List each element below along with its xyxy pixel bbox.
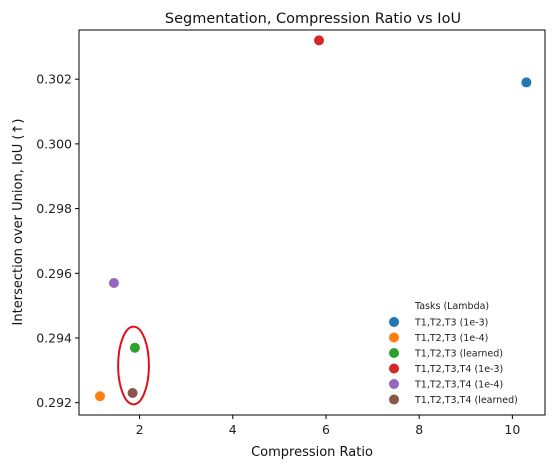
scatter-point <box>314 35 324 45</box>
x-tick-label: 4 <box>229 422 237 437</box>
legend-entry-label: T1,T2,T3,T4 (learned) <box>414 395 518 406</box>
scatter-point <box>109 278 119 288</box>
legend-marker <box>389 379 399 389</box>
legend-entry-label: T1,T2,T3 (1e-4) <box>414 333 488 344</box>
y-tick-label: 0.296 <box>36 266 72 281</box>
scatter-point <box>128 388 138 398</box>
legend-marker <box>389 333 399 343</box>
scatter-point <box>95 391 105 401</box>
legend-entry-label: T1,T2,T3 (1e-3) <box>414 318 488 329</box>
x-axis-label: Compression Ratio <box>251 445 373 460</box>
x-tick-label: 10 <box>504 422 520 437</box>
x-tick-label: 6 <box>322 422 330 437</box>
x-axis-ticks: 2 4 6 8 10 <box>136 415 521 437</box>
x-tick-label: 8 <box>415 422 423 437</box>
y-tick-label: 0.294 <box>36 331 72 346</box>
legend-entry-label: T1,T2,T3,T4 (1e-4) <box>414 380 503 391</box>
legend-title: Tasks (Lambda) <box>414 301 489 312</box>
legend-entry-label: T1,T2,T3 (learned) <box>414 349 503 360</box>
chart-title: Segmentation, Compression Ratio vs IoU <box>165 11 461 27</box>
scatter-point <box>521 77 531 87</box>
x-tick-label: 2 <box>136 422 144 437</box>
y-tick-label: 0.302 <box>36 72 72 87</box>
scatter-point <box>130 343 140 353</box>
y-tick-label: 0.298 <box>36 201 72 216</box>
legend-entry-label: T1,T2,T3,T4 (1e-3) <box>414 364 503 375</box>
legend-marker <box>389 364 399 374</box>
legend-marker <box>389 317 399 327</box>
y-tick-label: 0.300 <box>36 136 72 151</box>
y-axis-ticks: 0.292 0.294 0.296 0.298 0.300 0.302 <box>36 72 79 411</box>
legend-marker <box>389 395 399 405</box>
legend-marker <box>389 348 399 358</box>
y-tick-label: 0.292 <box>36 395 72 410</box>
y-axis-label: Intersection over Union, IoU (↑) <box>11 119 26 326</box>
